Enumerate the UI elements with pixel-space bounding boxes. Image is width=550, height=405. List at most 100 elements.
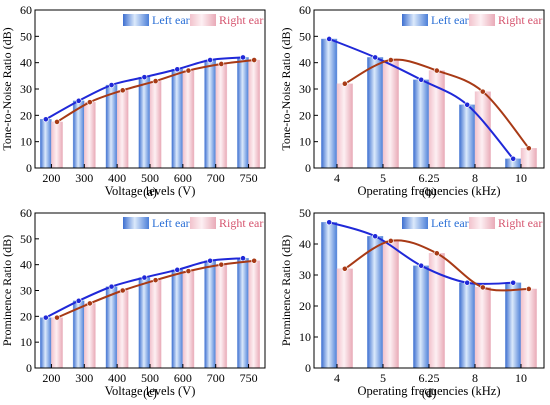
y-tick-label-60: 60 bbox=[20, 206, 32, 220]
legend-swatch-left-ear bbox=[402, 217, 428, 229]
left-ear-point-600 bbox=[174, 266, 181, 273]
left-ear-bar-8 bbox=[459, 104, 476, 169]
right-ear-bar-200 bbox=[51, 317, 63, 369]
right-ear-bar-200 bbox=[51, 121, 63, 169]
right-ear-bar-600 bbox=[182, 270, 195, 369]
legend-label-right-ear: Right ear bbox=[219, 13, 263, 27]
x-tick-label-750: 750 bbox=[240, 371, 258, 385]
x-tick-label-400: 400 bbox=[108, 371, 126, 385]
left-ear-point-600 bbox=[174, 66, 181, 73]
legend-swatch-left-ear bbox=[123, 14, 149, 26]
right-ear-bar-4 bbox=[336, 268, 353, 369]
y-tick-label-20: 20 bbox=[20, 309, 32, 323]
right-ear-point-600 bbox=[185, 67, 192, 74]
right-ear-bar-8 bbox=[474, 91, 491, 169]
left-ear-point-4 bbox=[326, 36, 333, 42]
left-ear-bar-5 bbox=[367, 236, 384, 369]
right-ear-bar-750 bbox=[248, 260, 260, 369]
legend-label-left-ear: Left ear bbox=[431, 216, 469, 230]
right-ear-point-400 bbox=[119, 87, 126, 94]
left-ear-bar-10 bbox=[505, 282, 522, 369]
x-tick-label-300: 300 bbox=[75, 371, 93, 385]
left-ear-point-8 bbox=[464, 101, 471, 108]
right-ear-bar-5 bbox=[382, 59, 399, 169]
right-ear-bar-10 bbox=[520, 148, 537, 169]
x-tick-label-700: 700 bbox=[207, 371, 225, 385]
right-ear-point-750 bbox=[251, 257, 258, 264]
x-tick-label-5: 5 bbox=[380, 371, 386, 385]
left-ear-bar-750 bbox=[237, 258, 249, 369]
right-ear-point-6.25 bbox=[433, 67, 440, 74]
legend-label-left-ear: Left ear bbox=[152, 216, 190, 230]
left-ear-point-400 bbox=[108, 283, 115, 290]
right-ear-point-700 bbox=[218, 261, 225, 268]
right-ear-bar-750 bbox=[248, 59, 260, 169]
left-ear-point-4 bbox=[326, 219, 333, 226]
left-ear-point-8 bbox=[464, 279, 471, 286]
right-ear-bar-500 bbox=[149, 80, 162, 169]
x-tick-label-5: 5 bbox=[380, 171, 386, 185]
y-tick-label-40: 40 bbox=[20, 56, 32, 70]
right-ear-point-200 bbox=[54, 119, 60, 125]
left-ear-point-500 bbox=[141, 274, 148, 281]
left-ear-bar-500 bbox=[138, 76, 151, 169]
left-ear-point-200 bbox=[42, 116, 49, 123]
right-ear-bar-700 bbox=[215, 264, 228, 369]
right-ear-bar-300 bbox=[84, 303, 96, 369]
left-ear-point-5 bbox=[372, 54, 379, 61]
left-ear-bar-200 bbox=[40, 317, 52, 369]
left-ear-point-300 bbox=[75, 97, 82, 104]
panel-a: 0 10 20 30 40 50 60 200 300 400 500 600 700 750 Voltag… bbox=[0, 3, 266, 199]
left-ear-point-200 bbox=[42, 314, 49, 321]
y-tick-label-30: 30 bbox=[20, 82, 32, 96]
y-tick-label-10: 10 bbox=[299, 135, 311, 149]
x-tick-label-10: 10 bbox=[515, 171, 527, 185]
y-tick-label-0: 0 bbox=[26, 161, 32, 175]
left-ear-point-750 bbox=[240, 255, 246, 262]
y-tick-label-50: 50 bbox=[299, 29, 311, 43]
right-ear-point-400 bbox=[119, 287, 126, 294]
y-tick-label-40: 40 bbox=[20, 258, 32, 272]
legend-label-right-ear: Right ear bbox=[219, 216, 263, 230]
panel-c: 0 10 20 30 40 50 60 200 300 400 500 600 700 750 Voltag… bbox=[0, 206, 266, 400]
right-ear-point-600 bbox=[185, 268, 192, 275]
x-tick-label-700: 700 bbox=[207, 171, 225, 185]
left-ear-point-700 bbox=[207, 257, 214, 264]
x-axis-label: Operating frequencies (kHz) bbox=[358, 184, 501, 198]
right-ear-bar-300 bbox=[84, 101, 96, 169]
left-ear-bar-750 bbox=[237, 57, 249, 169]
y-axis-label: Tone-to-Noise Ratio (dB) bbox=[279, 27, 293, 150]
right-ear-point-10 bbox=[525, 145, 532, 152]
x-tick-label-4: 4 bbox=[334, 371, 340, 385]
y-tick-label-10: 10 bbox=[299, 330, 311, 344]
right-ear-point-500 bbox=[152, 78, 159, 84]
panel-label: (d) bbox=[422, 386, 437, 400]
x-tick-label-6.25: 6.25 bbox=[419, 171, 440, 185]
y-tick-label-0: 0 bbox=[26, 361, 32, 375]
x-tick-label-500: 500 bbox=[141, 371, 159, 385]
panel-b: 0 10 20 30 40 50 60 4 5 6.25 8 10 Operating frequenc… bbox=[279, 3, 545, 199]
left-ear-bar-700 bbox=[204, 59, 216, 169]
right-ear-bar-5 bbox=[382, 240, 399, 369]
right-ear-bar-700 bbox=[215, 63, 228, 169]
x-tick-label-8: 8 bbox=[472, 171, 478, 185]
left-ear-point-300 bbox=[75, 297, 82, 304]
left-ear-point-10 bbox=[510, 155, 517, 162]
y-axis-label: Tone-to-Noise Ratio (dB) bbox=[0, 27, 14, 150]
right-ear-point-10 bbox=[525, 286, 532, 292]
left-ear-bar-8 bbox=[459, 282, 476, 369]
y-tick-label-30: 30 bbox=[20, 284, 32, 298]
right-ear-point-4 bbox=[341, 265, 348, 272]
y-axis-label: Prominence Ratio (dB) bbox=[279, 235, 293, 346]
legend-label-right-ear: Right ear bbox=[498, 216, 542, 230]
y-tick-label-60: 60 bbox=[20, 3, 32, 17]
x-tick-label-8: 8 bbox=[472, 371, 478, 385]
left-ear-point-5 bbox=[372, 233, 379, 240]
y-tick-label-50: 50 bbox=[299, 206, 311, 220]
left-ear-bar-6.25 bbox=[413, 79, 430, 169]
panel-d: 0 10 20 30 40 50 4 5 6.25 8 10 Operating frequencie… bbox=[279, 206, 545, 400]
y-tick-label-30: 30 bbox=[299, 82, 311, 96]
y-tick-label-0: 0 bbox=[305, 361, 311, 375]
x-tick-label-300: 300 bbox=[75, 171, 93, 185]
